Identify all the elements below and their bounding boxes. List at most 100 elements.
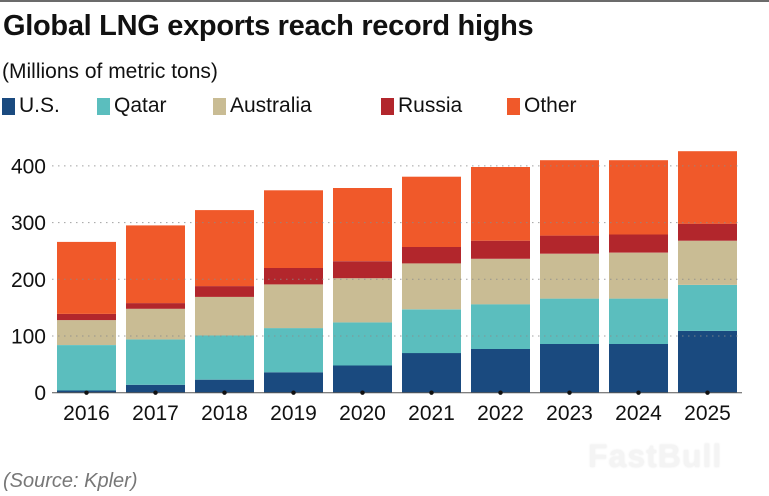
bar-2017-australia xyxy=(126,308,185,340)
bar-2023-other xyxy=(540,160,599,236)
legend: U.S. Qatar Australia Russia Other xyxy=(0,94,769,124)
bar-2016-australia xyxy=(57,320,116,345)
y-ticks-group: 0 100 200 300 400 xyxy=(11,155,46,405)
bar-2017-qatar xyxy=(126,339,185,385)
x-tick-label-2025: 2025 xyxy=(684,402,731,425)
bar-2025-qatar xyxy=(678,285,737,331)
bar-2024-us xyxy=(609,343,668,393)
source-note: (Source: Kpler) xyxy=(3,470,138,492)
legend-label-other: Other xyxy=(524,94,577,117)
top-border xyxy=(0,0,769,2)
bar-2025-other xyxy=(678,151,737,224)
bar-2016-qatar xyxy=(57,345,116,391)
bar-2021-other xyxy=(402,176,461,247)
x-tick-label-2024: 2024 xyxy=(615,402,662,425)
bar-2024-russia xyxy=(609,234,668,253)
legend-label-us: U.S. xyxy=(19,94,60,117)
bar-2023-australia xyxy=(540,253,599,299)
bar-2025-australia xyxy=(678,240,737,285)
y-tick-label-300: 300 xyxy=(11,212,46,235)
x-tick-mark-2019 xyxy=(291,390,296,395)
legend-swatch-us xyxy=(2,97,15,115)
x-tick-mark-2023 xyxy=(567,390,572,395)
x-tick-mark-2021 xyxy=(429,390,434,395)
y-tick-label-100: 100 xyxy=(11,326,46,349)
bar-2020-australia xyxy=(333,278,392,323)
legend-swatch-other xyxy=(507,97,520,115)
bar-2018-russia xyxy=(195,286,254,297)
bar-2022-other xyxy=(471,167,530,241)
x-tick-mark-2025 xyxy=(705,390,710,395)
bars-group xyxy=(57,151,737,393)
bar-2024-australia xyxy=(609,252,668,299)
bar-2021-australia xyxy=(402,263,461,310)
bar-2021-russia xyxy=(402,247,461,264)
x-ticks-group: 2016 2017 2018 2019 2020 2021 2022 2023 2024 2025 xyxy=(63,390,731,425)
bar-2022-australia xyxy=(471,258,530,305)
bar-2022-russia xyxy=(471,240,530,259)
legend-item-qatar: Qatar xyxy=(97,94,167,118)
legend-item-us: U.S. xyxy=(2,94,60,118)
bar-2020-other xyxy=(333,188,392,262)
x-tick-label-2017: 2017 xyxy=(132,402,179,425)
bar-2025-us xyxy=(678,330,737,393)
bar-2019-us xyxy=(264,372,323,393)
y-tick-label-400: 400 xyxy=(11,155,46,178)
x-tick-label-2022: 2022 xyxy=(477,402,524,425)
legend-label-qatar: Qatar xyxy=(114,94,167,117)
bar-2018-australia xyxy=(195,296,254,336)
gridlines-group xyxy=(52,165,742,394)
bar-2019-qatar xyxy=(264,328,323,373)
legend-label-australia: Australia xyxy=(230,94,312,117)
x-tick-mark-2022 xyxy=(498,390,503,395)
bar-2025-russia xyxy=(678,223,737,241)
bar-2024-qatar xyxy=(609,298,668,344)
bar-2017-other xyxy=(126,225,185,304)
bar-2020-russia xyxy=(333,261,392,279)
x-tick-label-2016: 2016 xyxy=(63,402,110,425)
chart-subtitle: (Millions of metric tons) xyxy=(2,60,218,83)
bar-2020-us xyxy=(333,365,392,393)
bar-2016-other xyxy=(57,241,116,314)
bar-2023-russia xyxy=(540,235,599,254)
x-tick-mark-2017 xyxy=(153,390,158,395)
legend-item-other: Other xyxy=(507,94,577,118)
bar-2019-australia xyxy=(264,284,323,329)
legend-swatch-australia xyxy=(213,97,226,115)
x-tick-label-2018: 2018 xyxy=(201,402,248,425)
x-tick-label-2020: 2020 xyxy=(339,402,386,425)
legend-item-russia: Russia xyxy=(381,94,462,118)
chart-title: Global LNG exports reach record highs xyxy=(3,10,534,42)
bar-2022-us xyxy=(471,349,530,393)
x-tick-label-2021: 2021 xyxy=(408,402,455,425)
x-tick-label-2023: 2023 xyxy=(546,402,593,425)
bar-2017-us xyxy=(126,384,185,393)
bar-2024-other xyxy=(609,160,668,235)
x-tick-mark-2018 xyxy=(222,390,227,395)
legend-label-russia: Russia xyxy=(398,94,463,117)
bar-2016-russia xyxy=(57,313,116,321)
y-tick-label-200: 200 xyxy=(11,269,46,292)
bar-2023-qatar xyxy=(540,298,599,344)
bar-2017-russia xyxy=(126,303,185,309)
x-tick-mark-2024 xyxy=(636,390,641,395)
bar-2018-qatar xyxy=(195,335,254,380)
x-tick-mark-2016 xyxy=(84,390,89,395)
bar-2020-qatar xyxy=(333,322,392,366)
bar-2023-us xyxy=(540,343,599,393)
legend-item-australia: Australia xyxy=(213,94,312,118)
watermark: FastBull xyxy=(588,438,723,474)
bar-2022-qatar xyxy=(471,304,530,349)
bar-2019-other xyxy=(264,190,323,268)
bar-2019-russia xyxy=(264,268,323,285)
bar-2021-us xyxy=(402,353,461,393)
bar-2018-us xyxy=(195,379,254,393)
y-tick-label-0: 0 xyxy=(34,382,46,405)
x-tick-mark-2020 xyxy=(360,390,365,395)
legend-swatch-qatar xyxy=(97,97,110,115)
legend-swatch-russia xyxy=(381,97,394,115)
bar-2021-qatar xyxy=(402,309,461,354)
x-tick-label-2019: 2019 xyxy=(270,402,317,425)
bar-2018-other xyxy=(195,210,254,287)
